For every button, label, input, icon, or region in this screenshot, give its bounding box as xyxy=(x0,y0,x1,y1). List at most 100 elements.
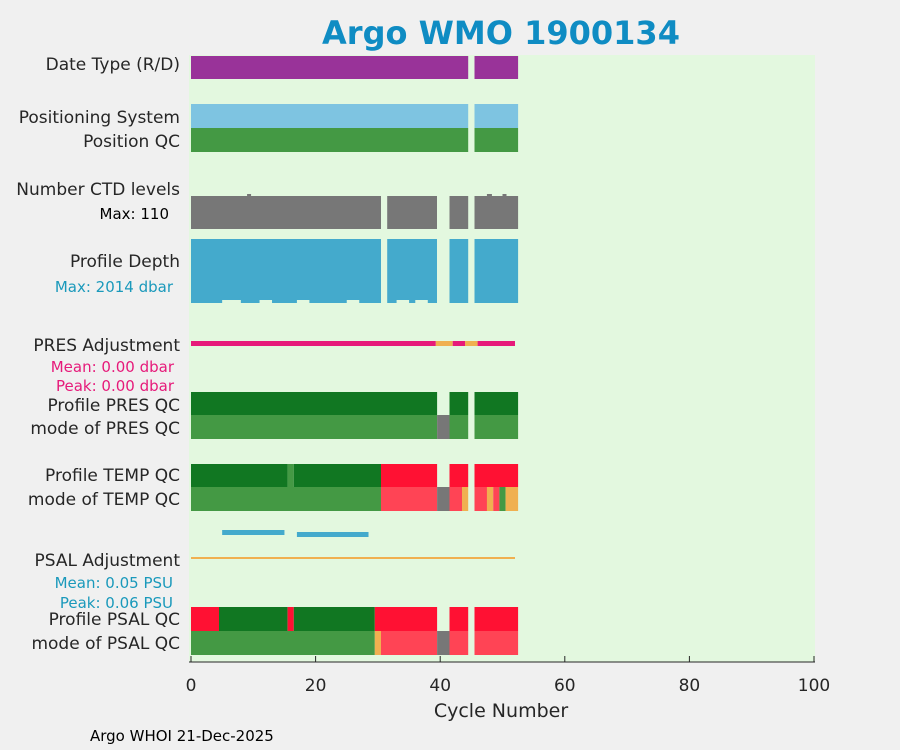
plot-area xyxy=(189,55,815,662)
bar-mode-of-psal-qc-seg-5 xyxy=(474,631,519,655)
bar-profile-temp-qc-seg-2 xyxy=(293,464,381,487)
bar-mode-of-temp-qc-seg-1 xyxy=(381,487,438,511)
bar-mode-of-psal-qc-seg-0 xyxy=(191,631,375,655)
depth-notch xyxy=(259,300,273,304)
bar-number-ctd-levels-seg-0 xyxy=(191,196,381,229)
row-label-date-type: Date Type (R/D) xyxy=(46,55,180,75)
bar-mode-of-temp-qc-seg-6 xyxy=(486,487,494,511)
bar-mode-of-temp-qc-seg-7 xyxy=(493,487,500,511)
ctd-levels-peak xyxy=(247,194,252,197)
bar-profile-pres-qc-seg-0 xyxy=(191,392,438,415)
bar-pres-adjustment-seg-2 xyxy=(452,341,466,346)
bar-date-type-r-d-seg-0 xyxy=(191,56,469,79)
row-label-psal-adjustment: PSAL Adjustment xyxy=(35,551,181,571)
bar-mode-of-pres-qc-seg-0 xyxy=(191,415,438,439)
bar-profile-temp-qc-seg-1 xyxy=(287,464,294,487)
bar-number-ctd-levels-seg-1 xyxy=(387,196,437,229)
psal-adj-dash xyxy=(296,532,369,537)
detail-marks xyxy=(222,194,507,537)
bar-pres-adjustment-seg-4 xyxy=(477,341,515,346)
row-label-positioning-system: Positioning System xyxy=(19,108,180,128)
row-label-profile-temp-qc: Profile TEMP QC xyxy=(45,466,180,486)
bar-mode-of-pres-qc-seg-2 xyxy=(449,415,469,439)
bar-profile-pres-qc-seg-2 xyxy=(474,392,519,415)
bar-mode-of-temp-qc-seg-0 xyxy=(191,487,381,511)
bar-mode-of-psal-qc-seg-2 xyxy=(381,631,438,655)
bar-psal-adjustment-seg-0 xyxy=(191,557,515,559)
x-axis: 0 20 40 60 80 100 xyxy=(186,656,830,696)
bar-mode-of-temp-qc-seg-8 xyxy=(499,487,506,511)
ctd-levels-peak xyxy=(486,194,492,197)
status-bars xyxy=(191,56,519,655)
bar-positioning-system-seg-0 xyxy=(191,104,469,128)
bar-mode-of-temp-qc-seg-5 xyxy=(474,487,487,511)
bar-mode-of-temp-qc-seg-2 xyxy=(437,487,450,511)
bar-profile-depth-seg-0 xyxy=(191,239,381,303)
bar-number-ctd-levels-seg-3 xyxy=(474,196,519,229)
bar-position-qc-seg-1 xyxy=(474,128,519,152)
bar-profile-psal-qc-seg-0 xyxy=(191,607,219,631)
bar-pres-adjustment-seg-1 xyxy=(435,341,453,346)
ctd-levels-peak xyxy=(502,194,507,197)
bar-profile-psal-qc-seg-1 xyxy=(219,607,288,631)
psal-adj-dash xyxy=(222,530,285,535)
x-axis-label: Cycle Number xyxy=(434,700,568,722)
bar-profile-psal-qc-seg-4 xyxy=(374,607,438,631)
x-tick-label: 100 xyxy=(798,676,830,696)
chart-title: Argo WMO 1900134 xyxy=(322,14,680,52)
x-tick-label: 40 xyxy=(429,676,451,696)
depth-max-note: Max: 2014 dbar xyxy=(55,278,174,296)
bar-profile-depth-seg-1 xyxy=(387,239,437,303)
bar-profile-psal-qc-seg-3 xyxy=(293,607,375,631)
row-label-position-qc: Position QC xyxy=(83,132,180,152)
bar-profile-depth-seg-2 xyxy=(449,239,469,303)
bar-profile-pres-qc-seg-1 xyxy=(449,392,469,415)
bar-position-qc-seg-0 xyxy=(191,128,469,152)
bar-profile-temp-qc-seg-0 xyxy=(191,464,288,487)
row-label-profile-pres-qc: Profile PRES QC xyxy=(47,396,180,416)
depth-notch xyxy=(396,300,410,304)
bar-mode-of-psal-qc-seg-1 xyxy=(374,631,381,655)
x-tick-label: 0 xyxy=(186,676,197,696)
bar-profile-depth-seg-3 xyxy=(474,239,519,303)
bar-mode-of-temp-qc-seg-3 xyxy=(449,487,462,511)
row-label-ctd-levels: Number CTD levels xyxy=(16,180,180,200)
bar-profile-psal-qc-seg-2 xyxy=(287,607,294,631)
row-label-mode-pres-qc: mode of PRES QC xyxy=(30,419,180,439)
bar-profile-temp-qc-seg-4 xyxy=(449,464,469,487)
ctd-max-note: Max: 110 xyxy=(100,205,169,223)
depth-notch xyxy=(296,300,310,304)
row-label-profile-depth: Profile Depth xyxy=(70,252,180,272)
x-tick-label: 80 xyxy=(679,676,701,696)
bar-date-type-r-d-seg-1 xyxy=(474,56,519,79)
bar-mode-of-psal-qc-seg-4 xyxy=(449,631,469,655)
bar-positioning-system-seg-1 xyxy=(474,104,519,128)
psal-mean-note: Mean: 0.05 PSU xyxy=(55,574,173,592)
bar-profile-psal-qc-seg-5 xyxy=(449,607,469,631)
pres-peak-note: Peak: 0.00 dbar xyxy=(56,377,175,395)
bar-profile-temp-qc-seg-5 xyxy=(474,464,519,487)
row-label-mode-psal-qc: mode of PSAL QC xyxy=(31,634,180,654)
psal-peak-note: Peak: 0.06 PSU xyxy=(60,594,173,612)
bar-mode-of-pres-qc-seg-3 xyxy=(474,415,519,439)
row-label-pres-adjustment: PRES Adjustment xyxy=(33,336,180,356)
footer-credit: Argo WHOI 21-Dec-2025 xyxy=(90,727,274,745)
bar-mode-of-temp-qc-seg-9 xyxy=(505,487,519,511)
x-tick-label: 20 xyxy=(305,676,327,696)
bar-profile-temp-qc-seg-3 xyxy=(381,464,438,487)
bar-mode-of-psal-qc-seg-3 xyxy=(437,631,450,655)
bar-pres-adjustment-seg-0 xyxy=(191,341,436,346)
bar-mode-of-temp-qc-seg-4 xyxy=(462,487,469,511)
depth-peak xyxy=(374,244,380,249)
bar-mode-of-pres-qc-seg-1 xyxy=(437,415,450,439)
bar-number-ctd-levels-seg-2 xyxy=(449,196,469,229)
bar-profile-psal-qc-seg-6 xyxy=(474,607,519,631)
x-tick-label: 60 xyxy=(554,676,576,696)
depth-notch xyxy=(415,300,428,304)
row-label-mode-temp-qc: mode of TEMP QC xyxy=(28,490,180,510)
pres-mean-note: Mean: 0.00 dbar xyxy=(51,358,175,376)
row-label-profile-psal-qc: Profile PSAL QC xyxy=(49,610,180,630)
bar-pres-adjustment-seg-3 xyxy=(465,341,478,346)
depth-notch xyxy=(222,300,241,304)
